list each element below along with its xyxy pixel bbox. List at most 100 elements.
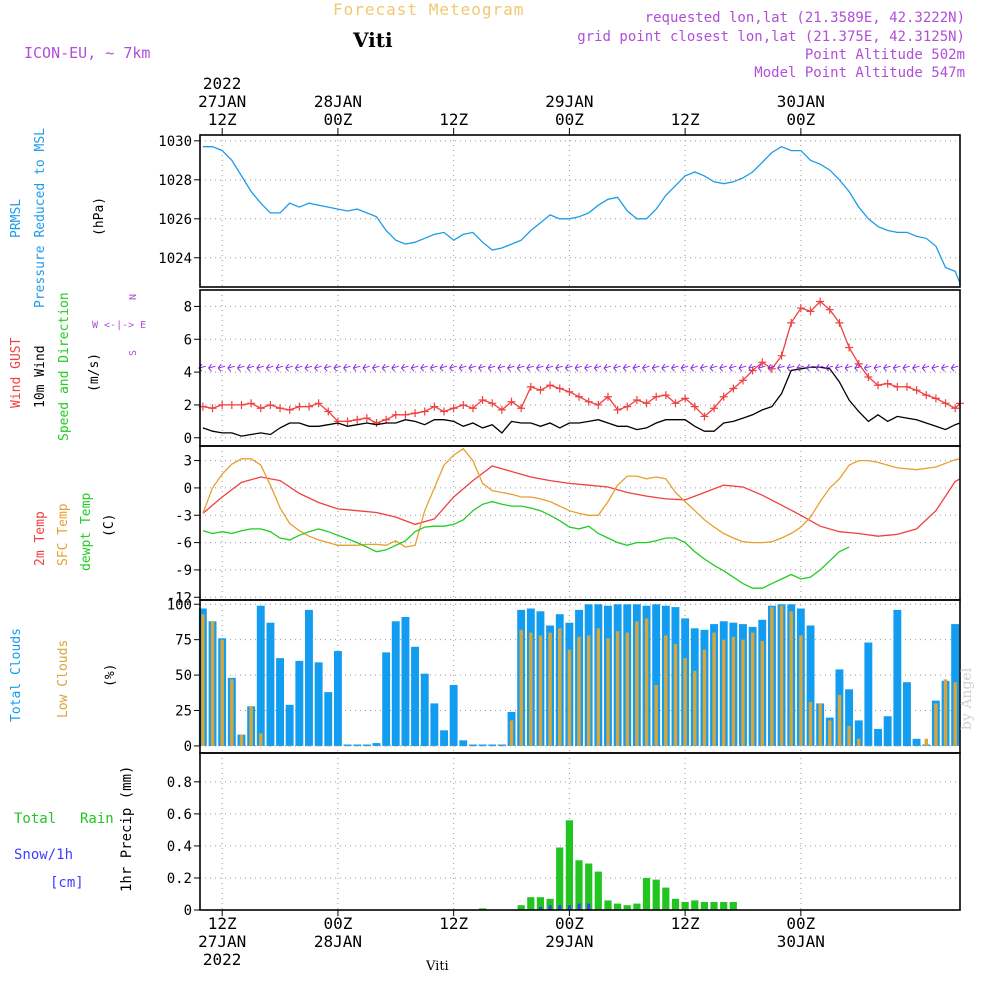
data-bar — [430, 703, 439, 746]
wind-arrow — [372, 363, 380, 372]
data-bar — [903, 682, 911, 746]
wind-direction-label: Speed and Direction — [57, 292, 72, 441]
data-bar — [905, 745, 909, 747]
data-bar — [336, 745, 340, 747]
gust-marker — [835, 318, 844, 327]
data-bar — [857, 738, 861, 746]
gust-marker — [488, 399, 497, 408]
wind-arrow — [343, 363, 351, 372]
info-line-4: Model Point Altitude 547m — [754, 65, 965, 81]
wind-arrow — [507, 363, 515, 372]
data-bar — [478, 744, 487, 746]
wind-arrow — [314, 363, 322, 372]
gust-marker — [507, 397, 516, 406]
wind-arrow — [381, 363, 390, 372]
data-bar — [577, 636, 581, 746]
data-bar — [854, 720, 863, 746]
y-tick-label: 0.6 — [167, 807, 192, 823]
data-bar — [722, 639, 726, 746]
gust-marker — [951, 404, 960, 413]
data-bar — [374, 745, 379, 747]
data-bar — [760, 641, 764, 746]
wind-arrow — [642, 363, 650, 372]
wind-arrow — [429, 363, 438, 372]
data-bar — [316, 745, 321, 747]
y-tick-label: -3 — [175, 508, 192, 524]
data-bar — [365, 745, 369, 747]
snow-label: Snow/1h — [14, 847, 74, 863]
data-bar — [720, 902, 728, 910]
data-bar — [259, 733, 263, 746]
wind-arrow — [478, 363, 486, 372]
gust-marker — [449, 404, 458, 413]
time-axis-bottom-label: 29JAN — [545, 932, 593, 951]
wind-arrow — [748, 363, 756, 372]
data-bar — [587, 903, 591, 910]
y-tick-label: 1028 — [158, 173, 192, 189]
data-bar — [644, 618, 649, 746]
time-axis-bottom-label: 28JAN — [314, 932, 362, 951]
gust-marker — [256, 404, 265, 413]
wind-arrow — [352, 363, 361, 372]
wind-arrow — [613, 363, 621, 372]
data-bar — [500, 745, 504, 747]
data-bar — [488, 744, 497, 746]
y-tick-label: -9 — [175, 563, 192, 579]
time-axis-top-label: 27JAN — [198, 92, 246, 111]
gust-marker — [314, 399, 323, 408]
data-bar — [546, 898, 554, 910]
data-bar — [529, 632, 533, 746]
wind-arrow — [738, 363, 747, 372]
data-bar — [307, 745, 311, 747]
y-tick-label: 50 — [175, 668, 192, 684]
wind-arrow — [545, 363, 554, 372]
gust-marker — [517, 404, 526, 413]
data-bar — [567, 649, 572, 746]
gust-marker — [652, 392, 661, 401]
data-bar — [305, 609, 313, 746]
time-axis-top-label: 12Z — [439, 110, 468, 129]
data-bar — [828, 720, 832, 746]
time-axis-bottom-label: 27JAN — [198, 932, 246, 951]
gust-marker — [575, 392, 584, 401]
wind-arrow — [728, 363, 737, 372]
y-tick-label: 2 — [184, 398, 192, 414]
clouds-unit-label: (%) — [103, 663, 118, 687]
data-bar — [548, 632, 552, 746]
gust-marker — [227, 400, 236, 409]
data-bar — [614, 903, 622, 910]
gust-marker — [546, 381, 555, 390]
data-bar — [527, 897, 535, 910]
y-tick-label: 1030 — [158, 134, 192, 150]
model-label: ICON-EU, ~ 7km — [24, 44, 151, 62]
wind-arrow — [777, 363, 785, 372]
data-bar — [401, 617, 410, 746]
gust-marker — [661, 391, 670, 400]
gust-marker — [796, 304, 805, 313]
temp-unit-label: (C) — [102, 513, 117, 537]
gust-marker — [353, 415, 362, 424]
data-bar — [712, 632, 716, 746]
data-bar — [413, 745, 417, 747]
time-axis-bottom-label: 00Z — [323, 914, 352, 933]
dewpt-temp-label: dewpt Temp — [79, 492, 94, 571]
gust-marker — [401, 410, 410, 419]
wind-arrow — [391, 363, 399, 372]
y-tick-label: -6 — [175, 536, 192, 552]
data-bar — [751, 632, 755, 746]
pressure-label-2: Pressure Reduced to MSL — [33, 127, 48, 308]
wind-arrow — [564, 363, 573, 372]
time-axis-top-label: 28JAN — [314, 92, 362, 111]
gust-marker — [816, 297, 825, 306]
data-bar — [671, 898, 680, 910]
data-bar — [691, 900, 699, 910]
data-bar — [343, 744, 352, 746]
wind-arrow — [661, 363, 669, 372]
wind-label: 10m Wind — [33, 345, 48, 408]
time-axis-top-label: 00Z — [786, 110, 815, 129]
data-bar — [818, 703, 822, 746]
data-bar — [912, 738, 921, 746]
data-bar — [575, 860, 583, 910]
data-bar — [345, 745, 350, 747]
gust-marker — [931, 394, 940, 403]
